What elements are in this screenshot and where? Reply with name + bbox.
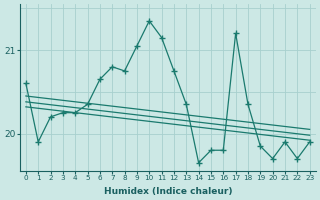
- X-axis label: Humidex (Indice chaleur): Humidex (Indice chaleur): [104, 187, 232, 196]
